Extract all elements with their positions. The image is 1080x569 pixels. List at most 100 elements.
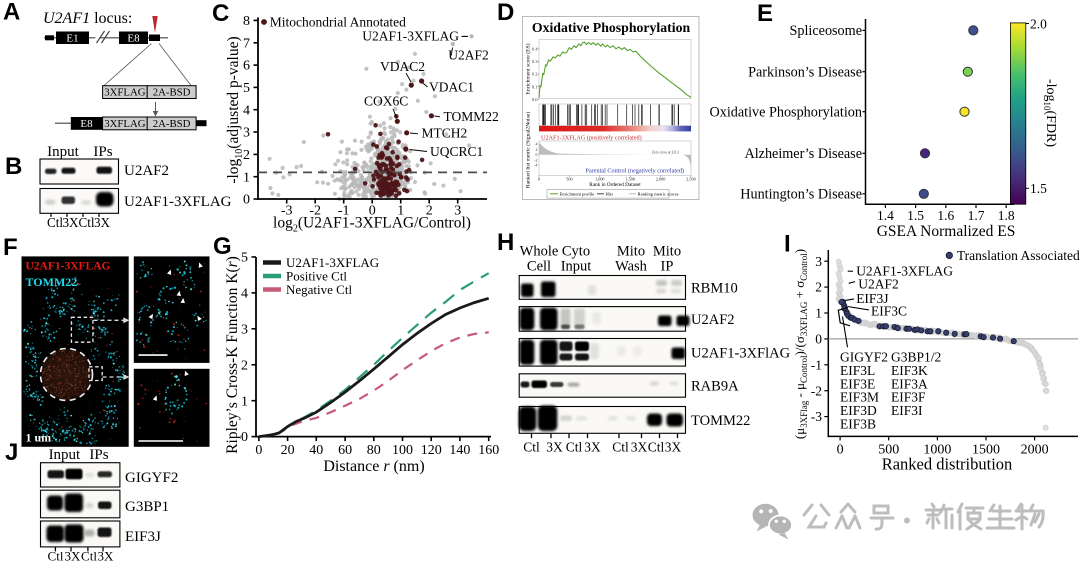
svg-text:0: 0	[538, 176, 540, 181]
svg-text:160: 160	[478, 443, 499, 458]
svg-text:0: 0	[837, 443, 844, 458]
svg-text:4: 4	[536, 142, 538, 147]
svg-text:1,000: 1,000	[595, 176, 604, 182]
svg-text:2: 2	[536, 147, 538, 152]
svg-text:Cell: Cell	[527, 259, 551, 275]
svg-text:1 um: 1 um	[26, 431, 52, 445]
svg-text:B: B	[5, 153, 22, 180]
svg-text:E1: E1	[66, 33, 78, 45]
svg-text:Parkinson’s Disease: Parkinson’s Disease	[748, 65, 862, 81]
svg-text:U2AF1 locus:: U2AF1 locus:	[43, 10, 132, 27]
svg-text:-3: -3	[811, 409, 822, 424]
svg-text:GSEA Normalized ES: GSEA Normalized ES	[877, 223, 1016, 240]
svg-text:D: D	[497, 0, 514, 26]
svg-text:0: 0	[536, 152, 538, 157]
svg-text:U2AF1-3XFlAG: U2AF1-3XFlAG	[691, 345, 791, 361]
svg-text:2: 2	[241, 358, 248, 373]
svg-text:Distance r (nm): Distance r (nm)	[323, 458, 424, 475]
svg-text:RBM10: RBM10	[691, 280, 738, 296]
svg-text:TOMM22: TOMM22	[444, 109, 499, 124]
svg-text:3X: 3X	[94, 215, 111, 230]
svg-text:MTCH2: MTCH2	[422, 126, 468, 141]
svg-text:EIF3C: EIF3C	[871, 303, 907, 318]
svg-text:Negative Ctl: Negative Ctl	[286, 282, 352, 297]
svg-text:2000: 2000	[1021, 443, 1049, 458]
svg-text:2: 2	[815, 280, 822, 295]
svg-text:G3BP1: G3BP1	[125, 499, 169, 515]
svg-text:TOMM22: TOMM22	[691, 413, 750, 429]
svg-text:2: 2	[243, 148, 250, 163]
svg-text:EIF3J: EIF3J	[125, 529, 161, 545]
svg-text:0.2: 0.2	[532, 72, 538, 77]
svg-text:0.1: 0.1	[532, 84, 538, 89]
svg-text:Ctl: Ctl	[523, 440, 540, 455]
svg-text:0: 0	[255, 443, 262, 458]
svg-text:GIGYF2: GIGYF2	[125, 470, 178, 486]
svg-text:500: 500	[878, 443, 899, 458]
svg-text:0: 0	[243, 193, 250, 208]
svg-text:Alzheimer’s Disease: Alzheimer’s Disease	[744, 146, 862, 162]
svg-text:Mitochondrial Annotated: Mitochondrial Annotated	[270, 14, 406, 29]
svg-text:Oxidative Phosphorylation: Oxidative Phosphorylation	[709, 105, 862, 121]
svg-text:3X: 3X	[546, 440, 563, 455]
svg-text:-3: -3	[281, 204, 293, 219]
svg-text:1000: 1000	[923, 443, 951, 458]
svg-text:Ctl: Ctl	[612, 440, 629, 455]
svg-text:Input: Input	[49, 447, 81, 463]
svg-text:GIGYF2: GIGYF2	[840, 350, 888, 365]
svg-text:E8: E8	[80, 118, 93, 130]
svg-text:Ranked list metric (Signal2Noi: Ranked list metric (Signal2Noise)	[525, 112, 532, 188]
svg-text:3X: 3X	[665, 440, 682, 455]
svg-text:EIF3M: EIF3M	[840, 390, 879, 405]
svg-text:1: 1	[815, 306, 822, 321]
svg-text:U2AF1-3XFLAG: U2AF1-3XFLAG	[362, 29, 459, 44]
svg-text:(μ3XFlag - μControl)/(σ3XFLAG: (μ3XFlag - μControl)/(σ3XFLAG + σControl…	[792, 249, 809, 439]
svg-text:U2AF1-3XFLAG: U2AF1-3XFLAG	[26, 261, 111, 273]
svg-text:RAB9A: RAB9A	[691, 379, 739, 395]
svg-text:Positive Ctl: Positive Ctl	[286, 269, 347, 284]
svg-text:Ctl: Ctl	[48, 549, 64, 564]
svg-text:2,000: 2,000	[656, 176, 665, 182]
svg-text:A: A	[3, 0, 20, 26]
svg-text:2: 2	[426, 204, 433, 219]
svg-text:1500: 1500	[972, 443, 1000, 458]
svg-text:Huntington’s Disease: Huntington’s Disease	[740, 187, 862, 203]
svg-text:2A-BSD: 2A-BSD	[153, 87, 191, 99]
svg-text:3X: 3X	[631, 440, 648, 455]
svg-text:Zero cross at 2313: Zero cross at 2313	[652, 151, 679, 155]
svg-text:U2AF1-3XFLAG (positively corre: U2AF1-3XFLAG (positively correlated)	[541, 134, 642, 141]
svg-text:4: 4	[243, 103, 250, 118]
svg-text:4: 4	[241, 287, 248, 302]
svg-text:0: 0	[241, 430, 248, 445]
svg-text:-log10(FDR): -log10(FDR)	[1042, 79, 1058, 147]
svg-text:-log10(adjusted p-value): -log10(adjusted p-value)	[225, 36, 245, 183]
svg-text:8: 8	[243, 14, 250, 29]
svg-text:80: 80	[367, 443, 381, 458]
svg-text:U2AF1-3XFLAG: U2AF1-3XFLAG	[856, 264, 953, 279]
svg-text:-1: -1	[811, 357, 822, 372]
svg-text:EIF3I: EIF3I	[891, 403, 923, 418]
svg-text:1.8: 1.8	[998, 208, 1015, 223]
svg-text:C: C	[212, 0, 229, 27]
svg-text:J: J	[5, 439, 18, 466]
svg-text:1,500: 1,500	[625, 176, 634, 182]
svg-text:Whole: Whole	[520, 244, 559, 260]
svg-text:U2AF2: U2AF2	[448, 48, 489, 63]
svg-text:100: 100	[392, 443, 413, 458]
svg-text:F: F	[3, 234, 18, 261]
svg-text:3X: 3X	[62, 215, 79, 230]
svg-text:-2: -2	[811, 383, 822, 398]
svg-text:3: 3	[454, 204, 461, 219]
svg-text:Mito: Mito	[653, 244, 681, 260]
svg-text:IPs: IPs	[93, 144, 112, 160]
svg-text:Rank in Ordered Dataset: Rank in Ordered Dataset	[589, 182, 641, 188]
svg-text:0.4: 0.4	[532, 47, 538, 52]
svg-text:0.0: 0.0	[532, 97, 538, 102]
svg-text:IPs: IPs	[89, 447, 108, 463]
svg-text:20: 20	[281, 443, 295, 458]
svg-text:5: 5	[241, 251, 248, 266]
svg-text:U2AF1-3XFLAG: U2AF1-3XFLAG	[286, 255, 379, 270]
svg-text:1.6: 1.6	[937, 208, 954, 223]
svg-text:I: I	[784, 231, 791, 258]
svg-text:Mito: Mito	[617, 244, 645, 260]
